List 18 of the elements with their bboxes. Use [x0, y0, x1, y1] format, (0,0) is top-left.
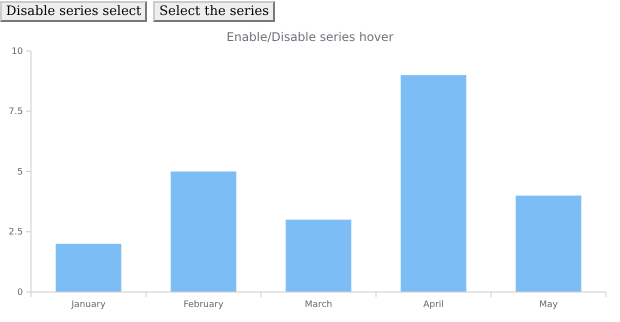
bar [170, 172, 236, 292]
x-tick-label: March [304, 300, 332, 310]
chart-title: Enable/Disable series hover [226, 30, 394, 44]
y-tick-label: 5 [17, 167, 23, 178]
x-tick-label: April [423, 300, 444, 310]
y-tick-label: 2.5 [8, 228, 23, 238]
y-tick-label: 7.5 [8, 107, 23, 118]
x-tick-label: May [539, 300, 558, 310]
y-tick-label: 0 [17, 288, 24, 298]
bar [56, 244, 122, 292]
text: Disable series select [0, 1, 148, 22]
bar [286, 220, 352, 292]
text: Select the series [153, 1, 275, 22]
x-tick-label: February [184, 300, 224, 310]
bar [400, 75, 466, 292]
x-tick-label: January [70, 300, 106, 310]
bar [516, 196, 582, 292]
y-tick-label: 10 [12, 46, 24, 57]
